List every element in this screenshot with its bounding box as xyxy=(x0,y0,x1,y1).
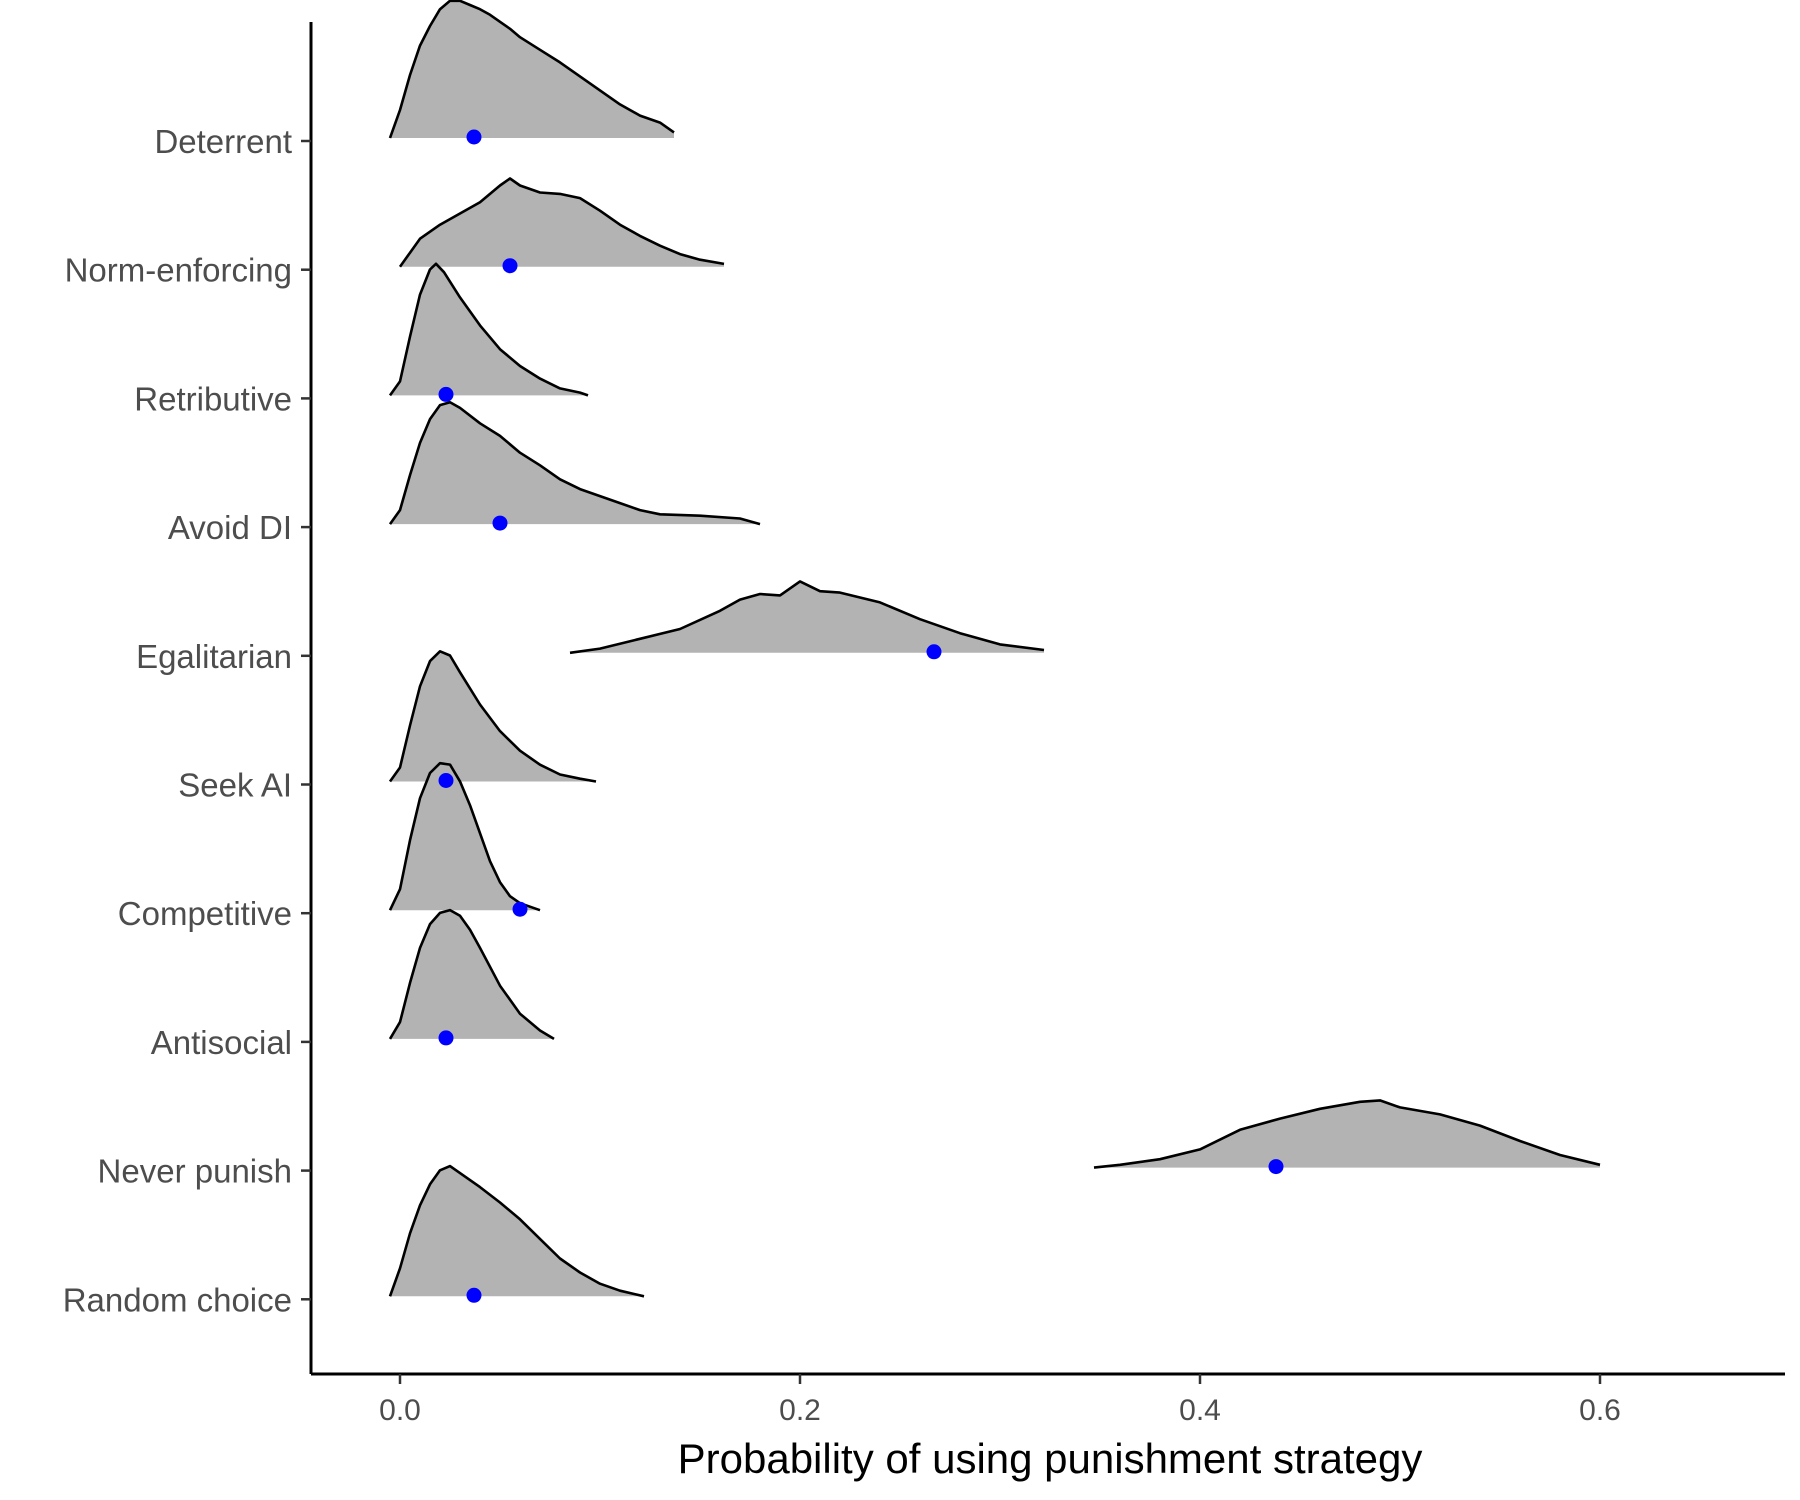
density-line-never-punish xyxy=(1093,1099,1601,1169)
point-antisocial xyxy=(438,1030,454,1046)
density-fill-seek-ai xyxy=(390,651,596,782)
point-seek-ai xyxy=(438,773,454,788)
x-ticks-layer: 0.0 0.2 0.4 0.6 xyxy=(379,1374,1621,1427)
y-tick-label-egalitarian: Egalitarian xyxy=(136,638,292,675)
points-layer xyxy=(438,129,1284,1303)
density-fill-antisocial xyxy=(390,910,554,1039)
x-tick-label-3: 0.6 xyxy=(1579,1394,1621,1427)
y-tick-label-retributive: Retributive xyxy=(134,380,292,417)
density-fill-norm-enforcing xyxy=(400,178,724,267)
y-tick-label-never-punish: Never punish xyxy=(98,1153,292,1190)
y-tick-label-norm-enforcing: Norm-enforcing xyxy=(65,252,292,289)
x-tick-label-2: 0.4 xyxy=(1179,1394,1221,1427)
density-fill-egalitarian xyxy=(570,581,1044,653)
density-line-antisocial xyxy=(388,908,555,1041)
density-fill-competitive xyxy=(390,763,540,911)
density-line-norm-enforcing xyxy=(398,177,725,268)
y-tick-label-antisocial: Antisocial xyxy=(151,1024,292,1061)
point-never-punish xyxy=(1268,1159,1284,1175)
x-tick-label-1: 0.2 xyxy=(779,1394,821,1427)
density-fill-random-choice xyxy=(390,1166,644,1297)
x-axis-title: Probability of using punishment strategy xyxy=(678,1435,1423,1482)
point-avoid-di xyxy=(492,515,508,531)
y-tick-label-deterrent: Deterrent xyxy=(154,123,292,160)
x-tick-label-0: 0.0 xyxy=(379,1394,421,1427)
densities-layer xyxy=(388,0,1601,1298)
y-tick-label-seek-ai: Seek AI xyxy=(178,767,292,804)
density-fill-never-punish xyxy=(1094,1100,1600,1168)
density-line-competitive xyxy=(388,761,541,912)
density-fill-retributive xyxy=(390,263,588,396)
point-egalitarian xyxy=(926,644,942,660)
point-retributive xyxy=(438,386,454,402)
density-line-seek-ai xyxy=(388,650,597,783)
density-line-egalitarian xyxy=(569,580,1045,655)
density-line-retributive xyxy=(388,262,589,397)
density-line-deterrent xyxy=(388,0,675,139)
density-line-random-choice xyxy=(388,1164,645,1298)
density-line-avoid-di xyxy=(388,401,761,526)
y-tick-label-random-choice: Random choice xyxy=(63,1281,292,1318)
point-random-choice xyxy=(466,1287,482,1303)
y-ticks-layer: Deterrent Norm-enforcing Retributive Avoid … xyxy=(63,123,311,1318)
point-deterrent xyxy=(466,129,482,145)
density-fill-deterrent xyxy=(390,0,674,138)
point-norm-enforcing xyxy=(502,258,518,274)
y-tick-label-avoid-di: Avoid DI xyxy=(168,509,292,546)
y-tick-label-competitive: Competitive xyxy=(118,895,292,932)
density-fill-avoid-di xyxy=(390,402,760,525)
point-competitive xyxy=(512,901,528,917)
